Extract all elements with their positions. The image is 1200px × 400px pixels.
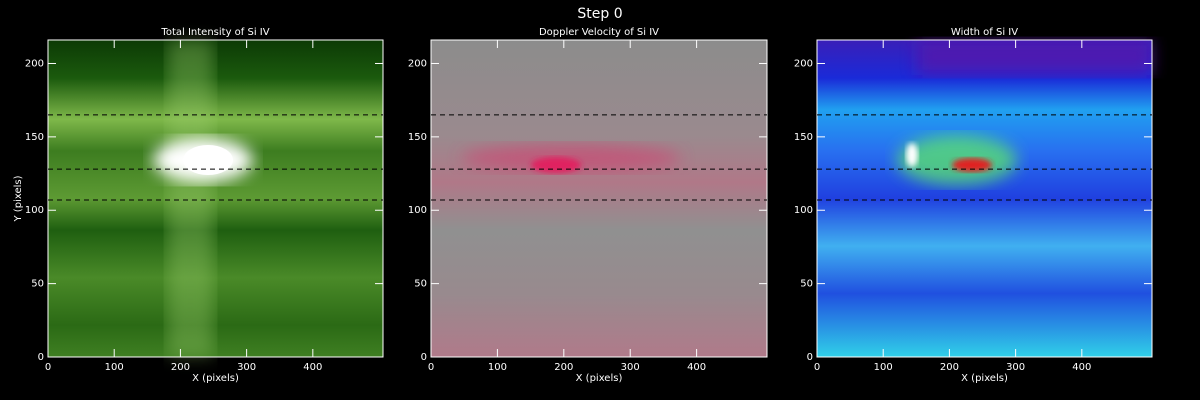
y-tick-label: 0 bbox=[38, 352, 44, 363]
panel: Width of Si IV X (pixels) 0 100 200 300 400 0 50… bbox=[794, 27, 1153, 384]
x-tick-label: 300 bbox=[1006, 362, 1025, 373]
y-tick-label: 50 bbox=[800, 279, 813, 290]
y-axis-label: Y (pixels) bbox=[13, 175, 24, 222]
y-tick-label: 0 bbox=[421, 352, 427, 363]
y-tick-label: 150 bbox=[408, 132, 427, 143]
x-tick-label: 400 bbox=[687, 362, 706, 373]
image-feature bbox=[906, 143, 918, 167]
panel-title: Doppler Velocity of Si IV bbox=[539, 27, 659, 38]
y-tick-label: 150 bbox=[794, 132, 813, 143]
x-tick-label: 400 bbox=[1072, 362, 1091, 373]
x-axis-label: X (pixels) bbox=[192, 373, 239, 384]
x-tick-label: 0 bbox=[45, 362, 51, 373]
image-feature bbox=[168, 40, 213, 357]
y-tick-label: 50 bbox=[31, 279, 44, 290]
y-tick-label: 200 bbox=[25, 58, 44, 69]
x-tick-label: 300 bbox=[621, 362, 640, 373]
image-background bbox=[48, 40, 383, 357]
x-tick-label: 400 bbox=[303, 362, 322, 373]
image-background bbox=[817, 40, 1152, 357]
panel: Total Intensity of Si IV X (pixels) Y (pix… bbox=[13, 27, 384, 384]
image-background bbox=[431, 40, 767, 357]
y-tick-label: 200 bbox=[408, 58, 427, 69]
y-tick-label: 100 bbox=[25, 205, 44, 216]
x-tick-label: 0 bbox=[428, 362, 434, 373]
y-tick-label: 150 bbox=[25, 132, 44, 143]
plot-frame bbox=[47, 39, 384, 358]
x-axis-label: X (pixels) bbox=[961, 373, 1008, 384]
panel-title: Width of Si IV bbox=[951, 27, 1018, 38]
x-tick-label: 100 bbox=[488, 362, 507, 373]
image-feature bbox=[897, 135, 1017, 185]
y-tick-label: 100 bbox=[794, 205, 813, 216]
panel-title: Total Intensity of Si IV bbox=[160, 27, 269, 38]
figure-title: Step 0 bbox=[577, 6, 622, 22]
x-tick-label: 300 bbox=[237, 362, 256, 373]
x-tick-label: 200 bbox=[171, 362, 190, 373]
x-tick-label: 0 bbox=[814, 362, 820, 373]
x-tick-label: 200 bbox=[554, 362, 573, 373]
x-tick-label: 200 bbox=[940, 362, 959, 373]
plot-frame bbox=[430, 39, 768, 358]
y-tick-label: 100 bbox=[408, 205, 427, 216]
y-tick-label: 200 bbox=[794, 58, 813, 69]
panel: Doppler Velocity of Si IV X (pixels) 0 100 2… bbox=[408, 27, 768, 384]
image-feature bbox=[461, 144, 681, 172]
x-tick-label: 100 bbox=[105, 362, 124, 373]
y-tick-label: 50 bbox=[414, 279, 427, 290]
image-feature bbox=[531, 157, 581, 173]
x-tick-label: 100 bbox=[874, 362, 893, 373]
image-feature bbox=[183, 145, 233, 175]
plot-frame bbox=[816, 39, 1153, 358]
image-feature bbox=[917, 40, 1152, 75]
y-tick-label: 0 bbox=[807, 352, 813, 363]
x-axis-label: X (pixels) bbox=[576, 373, 623, 384]
image-feature bbox=[952, 158, 992, 172]
